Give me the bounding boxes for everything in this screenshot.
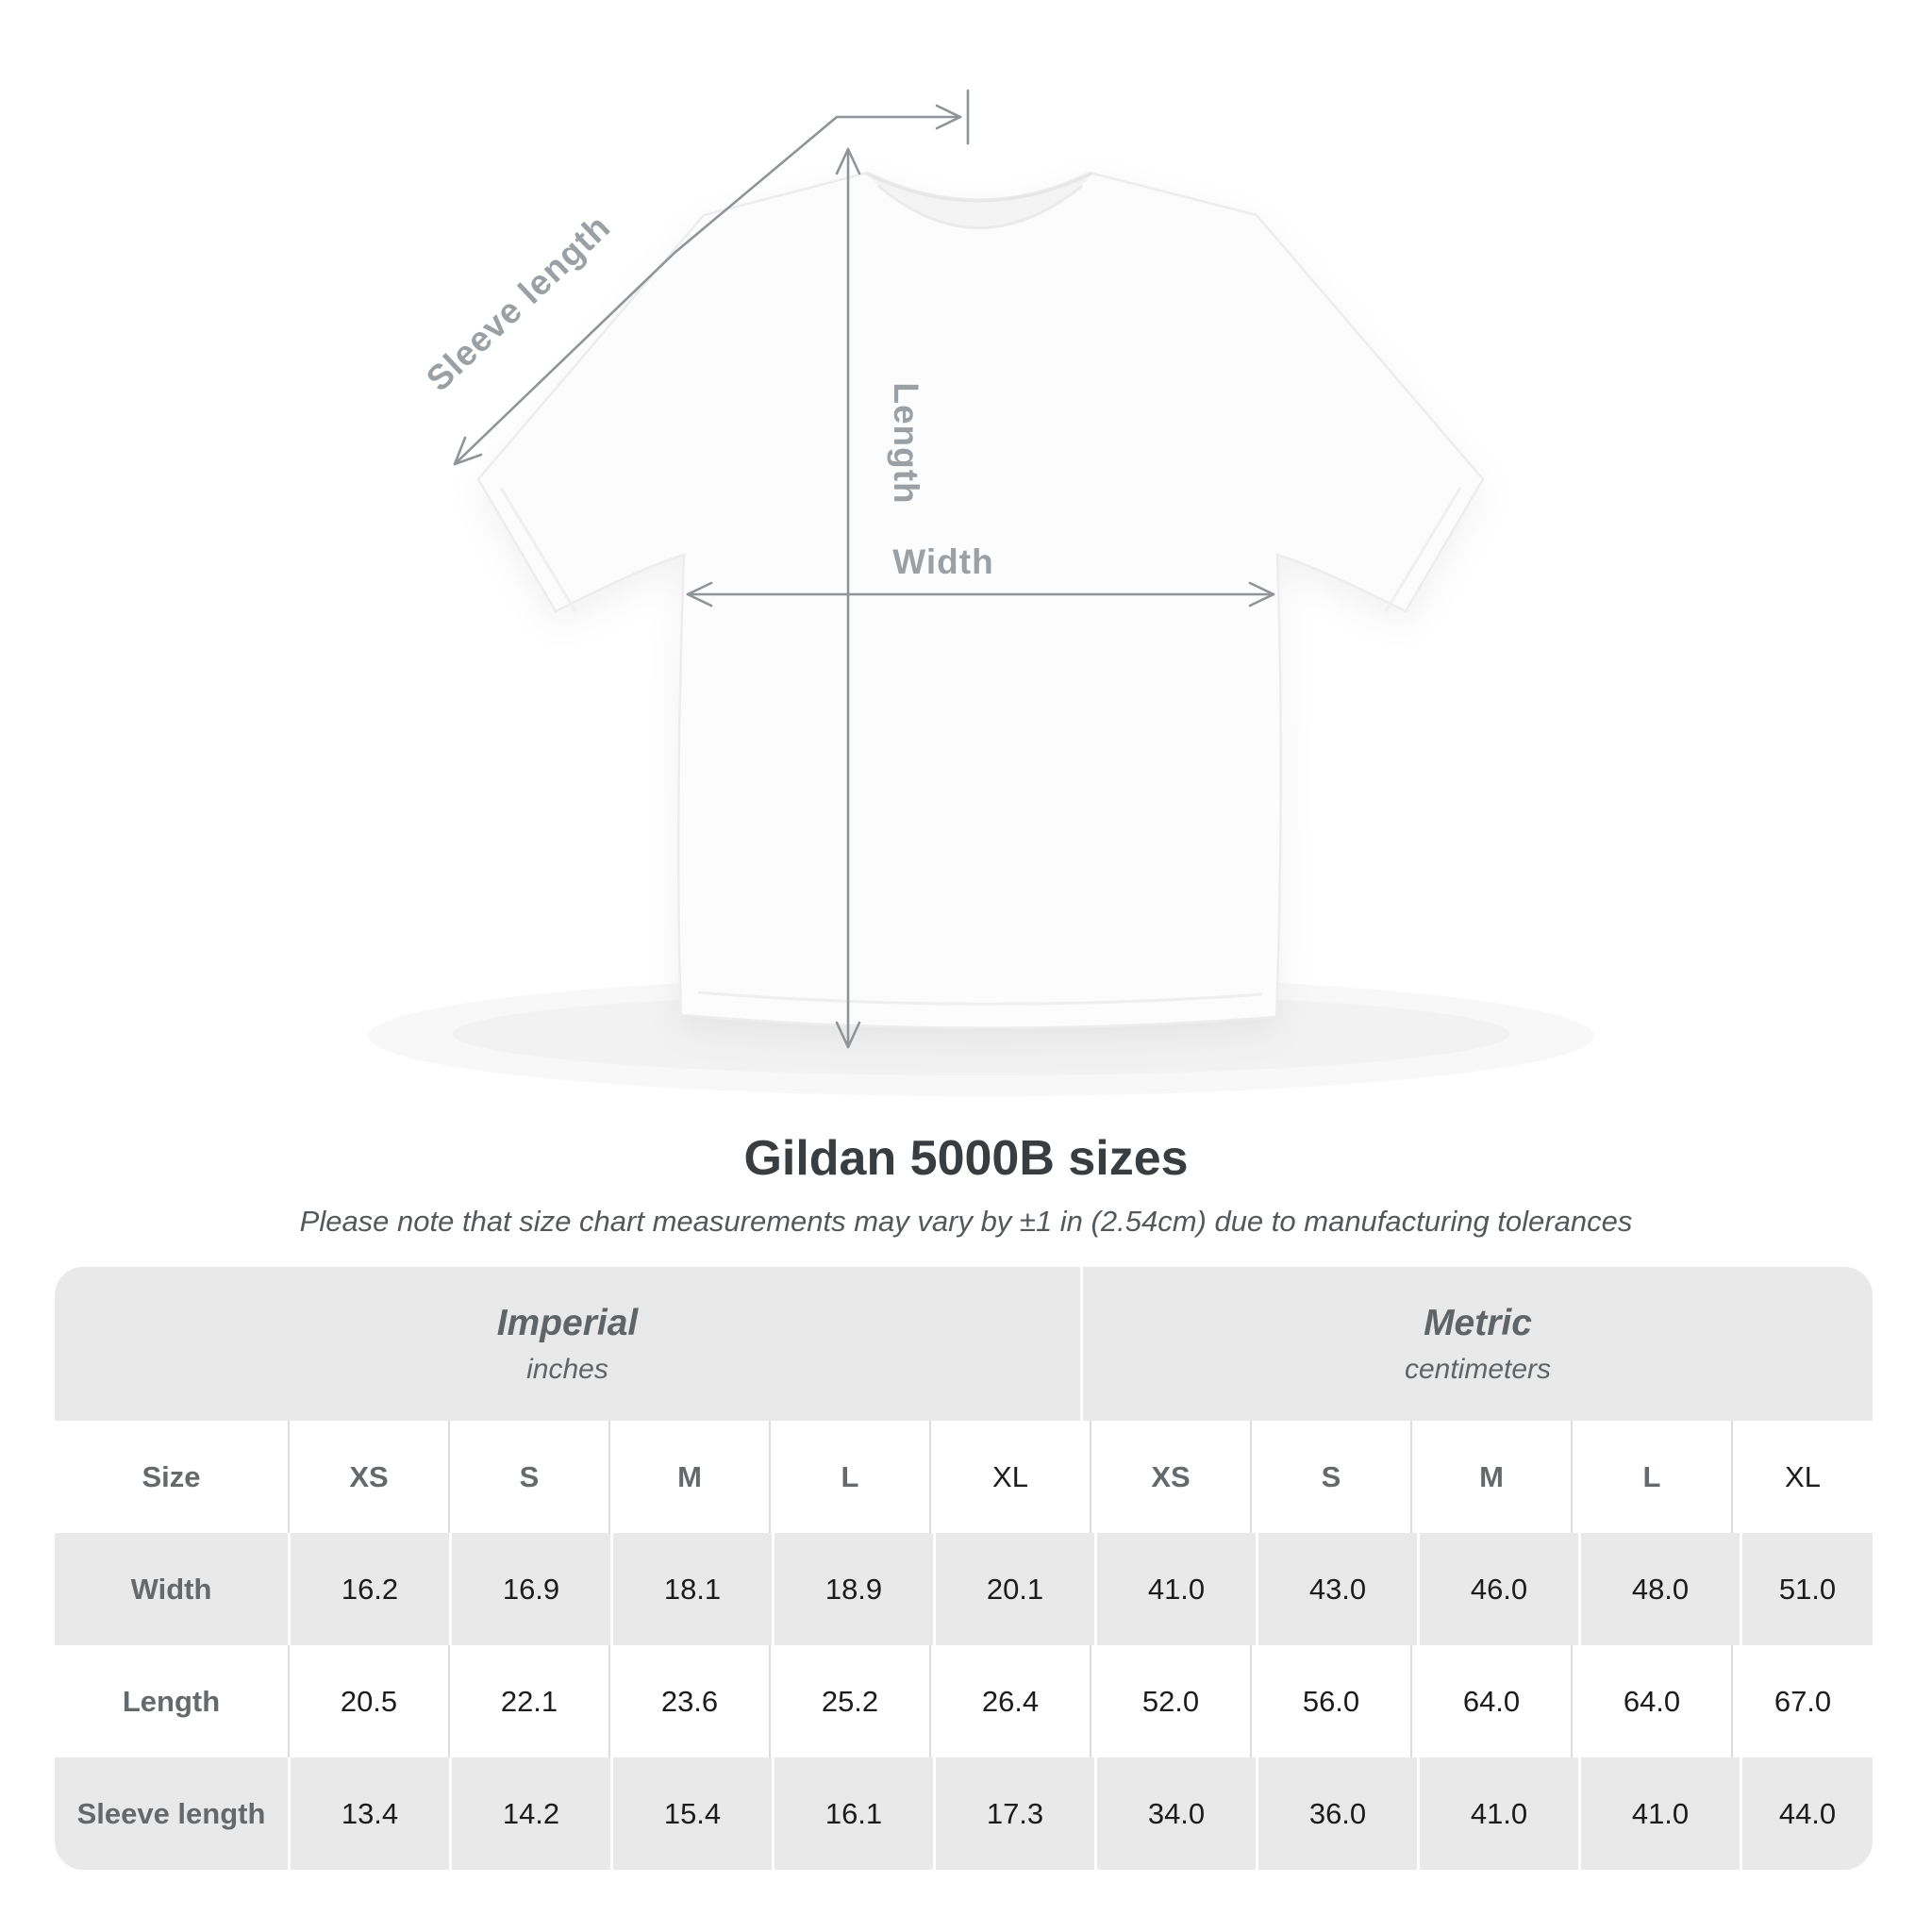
tshirt-image [476, 171, 1485, 1029]
width-metric-xs: 41.0 [1094, 1533, 1256, 1645]
sleeve-metric-xs: 34.0 [1094, 1757, 1256, 1870]
length-annotation: Length [835, 147, 925, 1049]
tshirt-diagram: Sleeve length Length Width [419, 89, 1485, 1049]
table-row-length: Length 20.5 22.1 23.6 25.2 26.4 52.0 56.… [55, 1645, 1873, 1757]
width-metric-xl: 51.0 [1740, 1533, 1873, 1645]
metric-size-xl: XL [1731, 1421, 1873, 1533]
sleeve-metric-xl: 44.0 [1740, 1757, 1873, 1870]
sleeve-metric-m: 41.0 [1417, 1757, 1578, 1870]
imperial-size-m: M [608, 1421, 769, 1533]
title-block: Gildan 5000B sizes Please note that size… [0, 1131, 1932, 1239]
width-imperial-l: 18.9 [772, 1533, 933, 1645]
imperial-section-header: Imperial inches [55, 1267, 1080, 1421]
length-metric-xl: 67.0 [1731, 1645, 1873, 1757]
imperial-size-s: S [448, 1421, 608, 1533]
size-chart-table: Imperial inches Metric centimeters Size … [55, 1267, 1873, 1870]
metric-unit: centimeters [1404, 1353, 1552, 1385]
width-metric-m: 46.0 [1417, 1533, 1578, 1645]
sleeve-metric-s: 36.0 [1256, 1757, 1417, 1870]
metric-size-m: M [1410, 1421, 1571, 1533]
sleeve-imperial-xl: 17.3 [933, 1757, 1094, 1870]
width-imperial-m: 18.1 [610, 1533, 772, 1645]
length-imperial-l: 25.2 [769, 1645, 929, 1757]
width-imperial-xs: 16.2 [288, 1533, 449, 1645]
imperial-size-xl: XL [929, 1421, 1090, 1533]
page-title: Gildan 5000B sizes [743, 1131, 1189, 1186]
length-imperial-s: 22.1 [448, 1645, 608, 1757]
metric-section-header: Metric centimeters [1083, 1267, 1873, 1421]
size-column-header: Size [142, 1459, 201, 1493]
length-metric-s: 56.0 [1250, 1645, 1410, 1757]
imperial-title: Imperial [496, 1302, 639, 1343]
length-imperial-xl: 26.4 [929, 1645, 1090, 1757]
row-label: Width [130, 1572, 212, 1606]
sleeve-imperial-xs: 13.4 [288, 1757, 449, 1870]
width-imperial-s: 16.9 [449, 1533, 610, 1645]
width-imperial-xl: 20.1 [933, 1533, 1094, 1645]
sleeve-imperial-m: 15.4 [610, 1757, 772, 1870]
imperial-size-l: L [769, 1421, 929, 1533]
width-label: Width [892, 542, 993, 581]
tolerance-note: Please note that size chart measurements… [299, 1205, 1633, 1239]
width-annotation: Width [686, 542, 1275, 608]
metric-size-l: L [1571, 1421, 1731, 1533]
length-label: Length [887, 382, 925, 504]
row-label: Sleeve length [76, 1796, 266, 1830]
width-metric-l: 48.0 [1578, 1533, 1740, 1645]
sleeve-imperial-l: 16.1 [772, 1757, 933, 1870]
row-label: Length [122, 1684, 221, 1718]
metric-title: Metric [1424, 1302, 1532, 1343]
imperial-unit: inches [526, 1353, 608, 1385]
length-metric-xs: 52.0 [1090, 1645, 1250, 1757]
metric-size-xs: XS [1090, 1421, 1250, 1533]
metric-size-s: S [1250, 1421, 1410, 1533]
length-metric-l: 64.0 [1571, 1645, 1731, 1757]
length-metric-m: 64.0 [1410, 1645, 1571, 1757]
sleeve-metric-l: 41.0 [1578, 1757, 1740, 1870]
sleeve-imperial-s: 14.2 [449, 1757, 610, 1870]
imperial-size-xs: XS [288, 1421, 448, 1533]
unit-band: Imperial inches Metric centimeters [55, 1267, 1873, 1421]
length-imperial-m: 23.6 [608, 1645, 769, 1757]
table-row-width: Width 16.2 16.9 18.1 18.9 20.1 41.0 43.0… [55, 1533, 1873, 1645]
size-header-row: Size XS S M L XL XS S M L XL [55, 1421, 1873, 1533]
length-imperial-xs: 20.5 [288, 1645, 448, 1757]
table-row-sleeve-length: Sleeve length 13.4 14.2 15.4 16.1 17.3 3… [55, 1757, 1873, 1870]
width-metric-s: 43.0 [1256, 1533, 1417, 1645]
